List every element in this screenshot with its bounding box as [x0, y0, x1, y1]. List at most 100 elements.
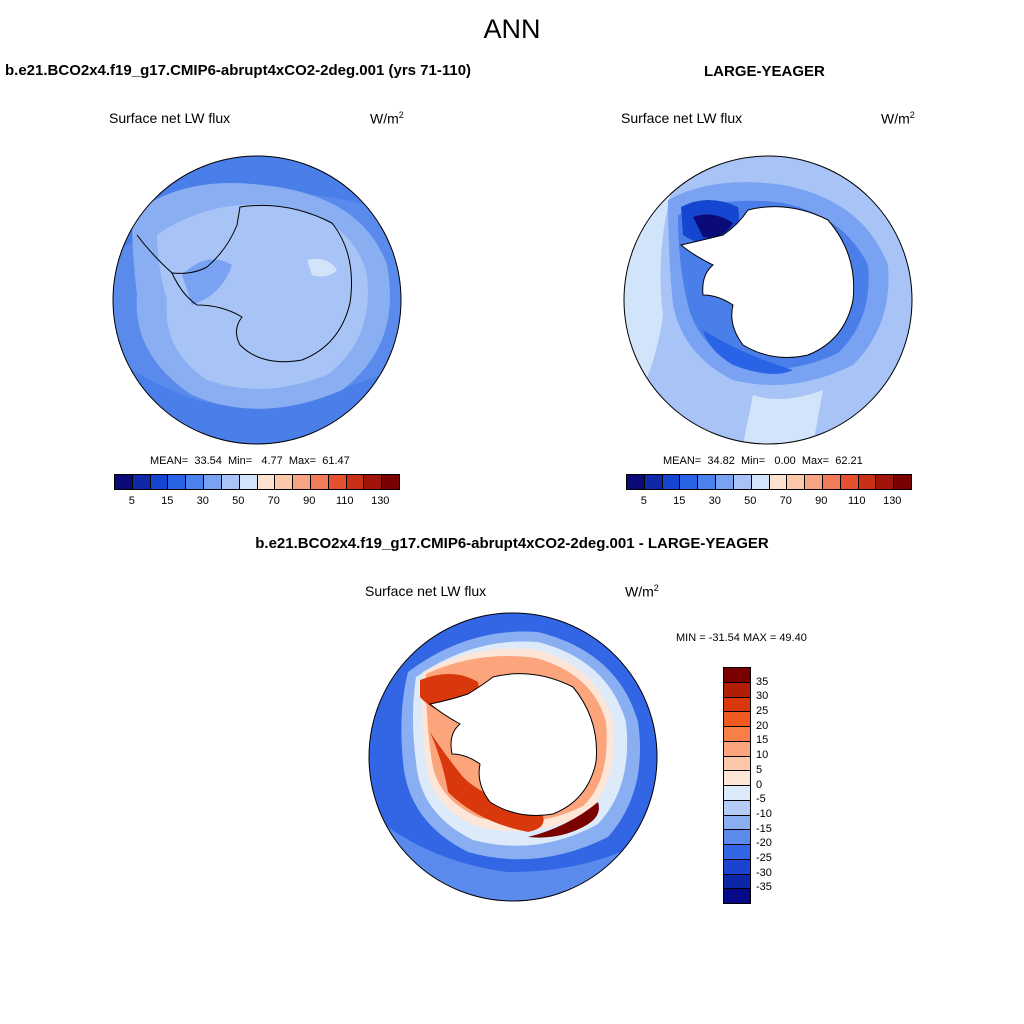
case-variable-label: Surface net LW flux — [109, 110, 231, 126]
colorbar-swatch — [724, 682, 750, 698]
obs-variable-label: Surface net LW flux — [621, 110, 743, 126]
colorbar-tick-label: 70 — [267, 495, 280, 507]
colorbar-swatch — [328, 475, 347, 489]
figure-title: ANN — [483, 14, 541, 44]
diff-colorbar-ticks: 35 30 25 20 15 10 5 0 -5 -10 -15 -20 -25 -30 -35 — [756, 667, 796, 902]
colorbar-tick-label: 25 — [756, 705, 769, 718]
colorbar-swatch — [724, 741, 750, 757]
colorbar-swatch — [627, 475, 645, 489]
colorbar-tick-label: 30 — [756, 690, 769, 703]
colorbar-tick-label: -5 — [756, 793, 766, 806]
obs-stats: MEAN= 34.82 Min= 0.00 Max= 62.21 — [663, 455, 863, 467]
colorbar-swatch — [787, 475, 806, 489]
colorbar-tick-label: 35 — [756, 675, 769, 688]
colorbar-swatch — [293, 475, 311, 489]
colorbar-swatch — [724, 845, 750, 860]
colorbar-swatch — [733, 475, 752, 489]
colorbar-swatch — [257, 475, 276, 489]
case-colorbar — [114, 474, 400, 490]
colorbar-tick-label: 5 — [128, 495, 135, 507]
colorbar-swatch — [662, 475, 681, 489]
colorbar-swatch — [724, 889, 750, 903]
colorbar-swatch — [751, 475, 770, 489]
colorbar-tick-label: 50 — [232, 495, 245, 507]
colorbar-swatch — [724, 756, 750, 772]
colorbar-swatch — [724, 874, 750, 890]
diff-minmax: MIN = -31.54 MAX = 49.40 — [676, 632, 807, 644]
case-units-label: W/m2 — [370, 110, 404, 127]
colorbar-tick-label: 15 — [756, 734, 769, 747]
case-colorbar-ticks: 5 15 30 50 70 90 110 130 — [114, 495, 398, 509]
colorbar-swatch — [769, 475, 788, 489]
colorbar-tick-label: -25 — [756, 851, 772, 864]
colorbar-swatch — [858, 475, 877, 489]
colorbar-swatch — [724, 727, 750, 742]
colorbar-swatch — [724, 830, 750, 845]
colorbar-tick-label: 30 — [196, 495, 209, 507]
colorbar-tick-label: 110 — [335, 495, 354, 507]
obs-colorbar — [626, 474, 912, 490]
colorbar-swatch — [724, 815, 750, 831]
colorbar-swatch — [115, 475, 133, 489]
colorbar-tick-label: -35 — [756, 881, 772, 894]
colorbar-swatch — [168, 475, 187, 489]
diff-variable-label: Surface net LW flux — [365, 583, 487, 599]
colorbar-swatch — [364, 475, 383, 489]
colorbar-tick-label: -10 — [756, 807, 772, 820]
colorbar-tick-label: -15 — [756, 822, 772, 835]
obs-colorbar-ticks: 5 15 30 50 70 90 110 130 — [626, 495, 910, 509]
colorbar-swatch — [894, 475, 911, 489]
colorbar-tick-label: 10 — [756, 749, 769, 762]
diff-panel-title: b.e21.BCO2x4.f19_g17.CMIP6-abrupt4xCO2-2… — [255, 535, 769, 552]
colorbar-tick-label: 50 — [744, 495, 757, 507]
colorbar-swatch — [724, 859, 750, 875]
colorbar-swatch — [724, 697, 750, 713]
colorbar-tick-label: 20 — [756, 719, 769, 732]
colorbar-swatch — [805, 475, 823, 489]
colorbar-tick-label: 15 — [673, 495, 686, 507]
colorbar-swatch — [724, 712, 750, 727]
case-stats: MEAN= 33.54 Min= 4.77 Max= 61.47 — [150, 455, 350, 467]
colorbar-tick-label: 15 — [161, 495, 174, 507]
colorbar-tick-label: 90 — [303, 495, 316, 507]
colorbar-swatch — [204, 475, 222, 489]
colorbar-tick-label: 130 — [371, 495, 390, 507]
colorbar-swatch — [275, 475, 294, 489]
diff-units-label: W/m2 — [625, 583, 659, 600]
colorbar-swatch — [876, 475, 895, 489]
colorbar-tick-label: 130 — [883, 495, 902, 507]
colorbar-swatch — [840, 475, 859, 489]
colorbar-tick-label: 90 — [815, 495, 828, 507]
colorbar-swatch — [382, 475, 399, 489]
colorbar-swatch — [724, 800, 750, 816]
colorbar-tick-label: 5 — [640, 495, 647, 507]
colorbar-swatch — [724, 786, 750, 801]
case-panel-title: b.e21.BCO2x4.f19_g17.CMIP6-abrupt4xCO2-2… — [5, 62, 472, 79]
diff-colorbar — [723, 667, 751, 904]
colorbar-tick-label: -30 — [756, 866, 772, 879]
obs-units-label: W/m2 — [881, 110, 915, 127]
colorbar-tick-label: 0 — [756, 778, 763, 791]
colorbar-tick-label: 5 — [756, 763, 763, 776]
colorbar-tick-label: 30 — [708, 495, 721, 507]
colorbar-swatch — [186, 475, 205, 489]
obs-polar-map — [623, 155, 913, 445]
colorbar-swatch — [346, 475, 365, 489]
colorbar-tick-label: 70 — [779, 495, 792, 507]
colorbar-swatch — [724, 668, 750, 683]
colorbar-tick-label: 110 — [847, 495, 866, 507]
colorbar-tick-label: -20 — [756, 837, 772, 850]
colorbar-swatch — [221, 475, 240, 489]
colorbar-swatch — [150, 475, 169, 489]
colorbar-swatch — [310, 475, 329, 489]
obs-panel-title: LARGE-YEAGER — [704, 63, 825, 80]
colorbar-swatch — [724, 771, 750, 786]
colorbar-swatch — [680, 475, 699, 489]
case-polar-map — [112, 155, 402, 445]
colorbar-swatch — [239, 475, 258, 489]
colorbar-swatch — [132, 475, 151, 489]
colorbar-swatch — [644, 475, 663, 489]
colorbar-swatch — [698, 475, 717, 489]
colorbar-swatch — [822, 475, 841, 489]
colorbar-swatch — [716, 475, 734, 489]
